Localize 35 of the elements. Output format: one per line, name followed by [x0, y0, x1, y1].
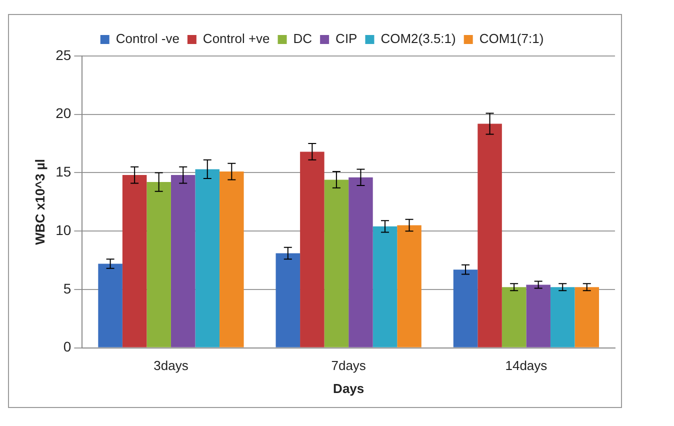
- y-tick-label: 20: [56, 105, 72, 122]
- bar: [170, 175, 196, 348]
- x-tick-label: 7days: [331, 358, 366, 374]
- x-tick-label: 14days: [505, 358, 548, 374]
- bar: [453, 270, 478, 348]
- legend-label: Control -ve: [116, 31, 180, 46]
- bar: [348, 177, 373, 348]
- y-tick-label: 0: [63, 338, 72, 355]
- legend-label: COM1(7:1): [479, 31, 544, 46]
- bar: [220, 172, 244, 348]
- legend-label: CIP: [336, 31, 358, 46]
- y-tick-label: 15: [56, 164, 72, 180]
- x-tick-label: 3days: [154, 358, 189, 374]
- x-axis-title: Days: [333, 380, 364, 396]
- bar: [478, 124, 502, 348]
- y-tick-label: 5: [63, 280, 72, 296]
- legend-label: Control +ve: [202, 31, 270, 46]
- y-tick-label: 10: [56, 222, 72, 238]
- bar: [574, 287, 600, 348]
- legend-label: DC: [293, 31, 312, 46]
- bar: [550, 287, 575, 348]
- bar: [195, 169, 220, 348]
- bar: [502, 287, 526, 348]
- bar: [324, 180, 349, 348]
- bar: [122, 175, 147, 348]
- bar: [98, 264, 122, 348]
- legend-label: COM2(3.5:1): [380, 31, 456, 46]
- y-axis-title: WBC x10^3 µl: [32, 158, 48, 245]
- bar: [372, 226, 398, 348]
- bar: [146, 182, 171, 348]
- bar: [526, 284, 550, 348]
- bar: [276, 253, 300, 348]
- bar: [300, 152, 324, 348]
- y-tick-label: 25: [56, 46, 72, 63]
- bar: [397, 225, 422, 348]
